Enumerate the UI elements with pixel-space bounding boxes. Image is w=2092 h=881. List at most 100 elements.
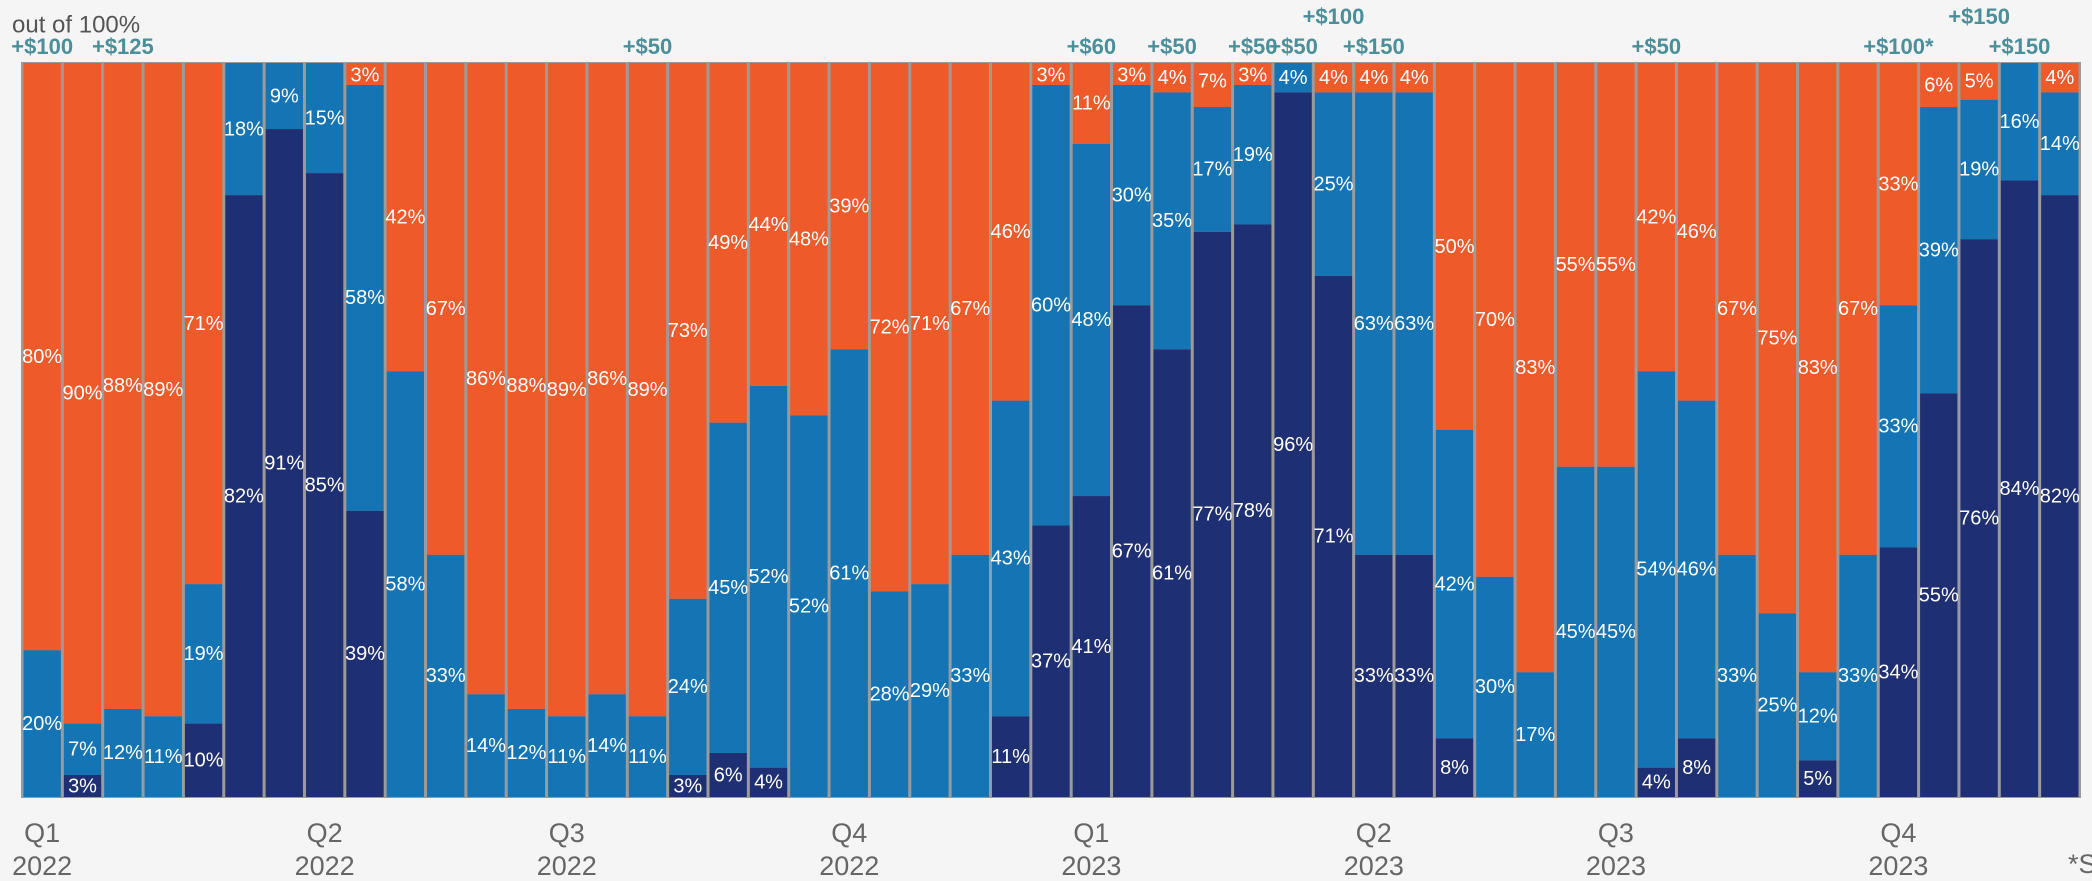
x-tick-label: Q4 xyxy=(831,818,867,848)
bar-segment xyxy=(628,63,667,717)
data-label: 67% xyxy=(426,298,466,320)
bar-segment xyxy=(911,63,949,585)
annotation: +$100 xyxy=(1303,4,1365,29)
data-label: 86% xyxy=(587,368,627,390)
data-label: 39% xyxy=(829,195,869,217)
bar-segment xyxy=(1314,63,1353,93)
bar-segment xyxy=(1274,92,1312,798)
annotation: +$50 xyxy=(1147,34,1197,59)
bar-segment xyxy=(1516,63,1554,673)
bar-segment xyxy=(305,173,344,798)
bar-segment xyxy=(1435,738,1474,797)
bar-segment xyxy=(951,554,989,797)
bar-segment xyxy=(1193,107,1232,232)
bar-segment xyxy=(1355,92,1393,555)
data-label: 33% xyxy=(1838,665,1878,687)
x-tick-label: 2023 xyxy=(1061,851,1121,881)
bar-segment xyxy=(427,554,465,797)
annotation: +$100 xyxy=(11,34,73,59)
data-label: 52% xyxy=(789,595,829,617)
data-label: 12% xyxy=(103,742,143,764)
data-label: 5% xyxy=(1803,768,1832,790)
data-label: 82% xyxy=(2040,485,2080,507)
bar-segment xyxy=(669,598,707,775)
bar-segment xyxy=(265,129,303,797)
bar-segment xyxy=(346,85,384,511)
data-label: 7% xyxy=(1198,71,1227,93)
annotation: +$150 xyxy=(1343,34,1405,59)
bar-segment xyxy=(1032,525,1070,797)
data-label: 11% xyxy=(628,746,667,768)
data-label: 12% xyxy=(506,742,546,764)
data-label: 63% xyxy=(1354,313,1394,335)
bar-segment xyxy=(1072,143,1111,497)
bar-segment xyxy=(184,723,223,797)
data-label: 4% xyxy=(1642,772,1671,794)
annotation: +$150 xyxy=(1948,4,2010,29)
bar-segment xyxy=(386,63,425,372)
data-label: 11% xyxy=(144,746,183,768)
data-label: 44% xyxy=(749,214,789,236)
data-label: 45% xyxy=(1596,621,1636,643)
bar-segment xyxy=(1920,63,1958,108)
bar-segment xyxy=(1435,63,1474,430)
bar-segment xyxy=(144,716,182,797)
data-label: 60% xyxy=(1031,295,1071,317)
bar-segment xyxy=(1879,63,1918,306)
annotation: +$50 xyxy=(623,34,673,59)
bar-segment xyxy=(265,63,303,130)
bar-segment xyxy=(951,63,989,555)
bar-segment xyxy=(1920,393,1958,797)
data-label: 33% xyxy=(1878,173,1918,195)
data-label: 67% xyxy=(1112,540,1152,562)
bar-segment xyxy=(467,694,505,797)
data-label: 46% xyxy=(991,221,1031,243)
data-label: 14% xyxy=(587,735,627,757)
data-label: 54% xyxy=(1636,559,1676,581)
bar-segment xyxy=(1637,767,1675,797)
bar-segment xyxy=(709,752,747,797)
data-label: 73% xyxy=(668,320,708,342)
data-label: 78% xyxy=(1233,500,1273,522)
data-label: 11% xyxy=(991,746,1030,768)
bar-segment xyxy=(184,584,223,724)
data-label: 70% xyxy=(1475,309,1515,331)
bar-segment xyxy=(1274,63,1312,93)
bar-segment xyxy=(1799,760,1837,797)
data-label: 3% xyxy=(673,775,702,797)
data-label: 16% xyxy=(1999,111,2039,133)
data-label: 6% xyxy=(714,764,743,786)
x-tick-label: Q1 xyxy=(24,818,60,848)
data-label: 89% xyxy=(627,379,667,401)
bar-segment xyxy=(991,63,1030,401)
bar-segment xyxy=(507,708,546,797)
data-label: 58% xyxy=(345,287,385,309)
data-label: 46% xyxy=(1677,559,1717,581)
bar-segment xyxy=(749,385,788,768)
data-label: 91% xyxy=(264,452,304,474)
data-label: 55% xyxy=(1556,254,1596,276)
x-tick-label: Q2 xyxy=(1356,818,1392,848)
data-label: 42% xyxy=(1636,206,1676,228)
bar-segment xyxy=(1113,63,1151,86)
data-label: 11% xyxy=(547,746,586,768)
data-label: 61% xyxy=(1152,562,1192,584)
bar-segment xyxy=(991,716,1030,797)
data-label: 42% xyxy=(1435,573,1475,595)
data-label: 80% xyxy=(22,346,62,368)
data-label: 37% xyxy=(1031,650,1071,672)
annotation: +$50 xyxy=(1228,34,1278,59)
bar-segment xyxy=(1839,63,1877,555)
bar-segment xyxy=(23,63,61,651)
data-label: 18% xyxy=(224,118,264,140)
bar-segment xyxy=(1960,239,1998,797)
data-label: 45% xyxy=(708,577,748,599)
data-label: 96% xyxy=(1273,434,1313,456)
data-label: 85% xyxy=(305,474,345,496)
data-label: 30% xyxy=(1112,184,1152,206)
bar-segment xyxy=(1193,63,1232,108)
bar-segment xyxy=(1960,99,1998,240)
data-label: 11% xyxy=(1072,93,1111,115)
data-label: 14% xyxy=(466,735,506,757)
data-label: 63% xyxy=(1394,313,1434,335)
